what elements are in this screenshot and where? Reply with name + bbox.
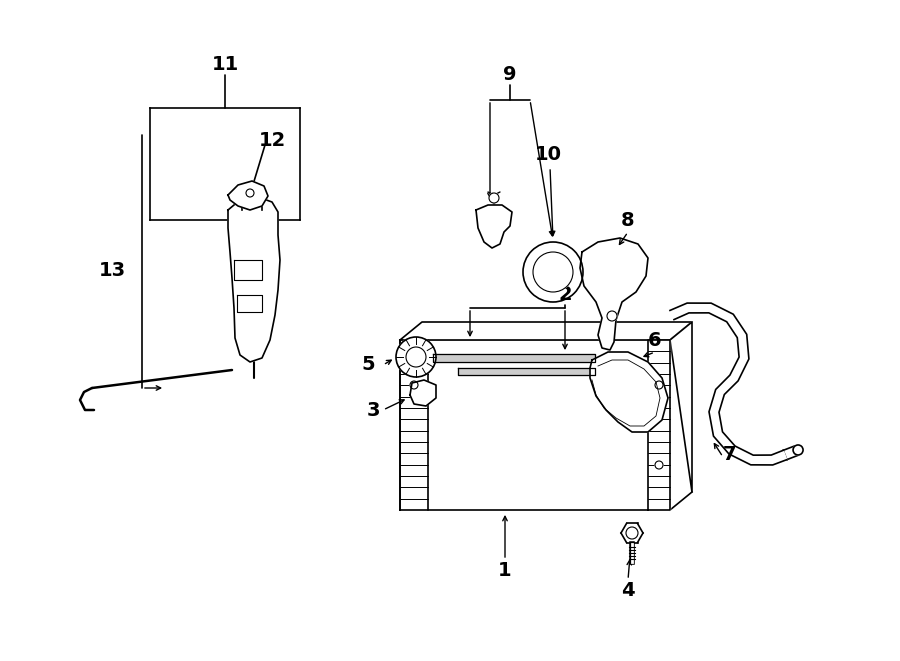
Text: 12: 12 xyxy=(258,130,285,149)
Text: 4: 4 xyxy=(621,580,634,600)
Polygon shape xyxy=(476,205,512,248)
Text: 6: 6 xyxy=(648,330,662,350)
Text: 8: 8 xyxy=(621,210,634,229)
Circle shape xyxy=(626,527,638,539)
Text: 2: 2 xyxy=(558,286,572,305)
Text: 10: 10 xyxy=(535,145,562,165)
Text: 11: 11 xyxy=(212,56,239,75)
Text: 3: 3 xyxy=(366,401,380,420)
Polygon shape xyxy=(228,197,280,362)
Polygon shape xyxy=(228,181,268,210)
Circle shape xyxy=(246,189,254,197)
Circle shape xyxy=(655,461,663,469)
Polygon shape xyxy=(590,352,668,432)
Circle shape xyxy=(489,193,499,203)
Circle shape xyxy=(655,381,663,389)
Circle shape xyxy=(406,347,426,367)
Polygon shape xyxy=(410,380,436,406)
Text: 5: 5 xyxy=(361,356,374,375)
Text: 9: 9 xyxy=(503,65,517,85)
Polygon shape xyxy=(648,340,670,510)
Circle shape xyxy=(410,381,418,389)
Polygon shape xyxy=(400,322,692,340)
Circle shape xyxy=(607,311,617,321)
Polygon shape xyxy=(670,303,787,465)
Polygon shape xyxy=(433,354,595,362)
Circle shape xyxy=(523,242,583,302)
Circle shape xyxy=(396,337,436,377)
Polygon shape xyxy=(580,238,648,350)
Text: 1: 1 xyxy=(499,561,512,580)
Text: 7: 7 xyxy=(724,446,737,465)
Polygon shape xyxy=(670,322,692,492)
Circle shape xyxy=(793,445,803,455)
Polygon shape xyxy=(458,368,595,375)
Circle shape xyxy=(533,252,573,292)
Text: 13: 13 xyxy=(98,260,126,280)
